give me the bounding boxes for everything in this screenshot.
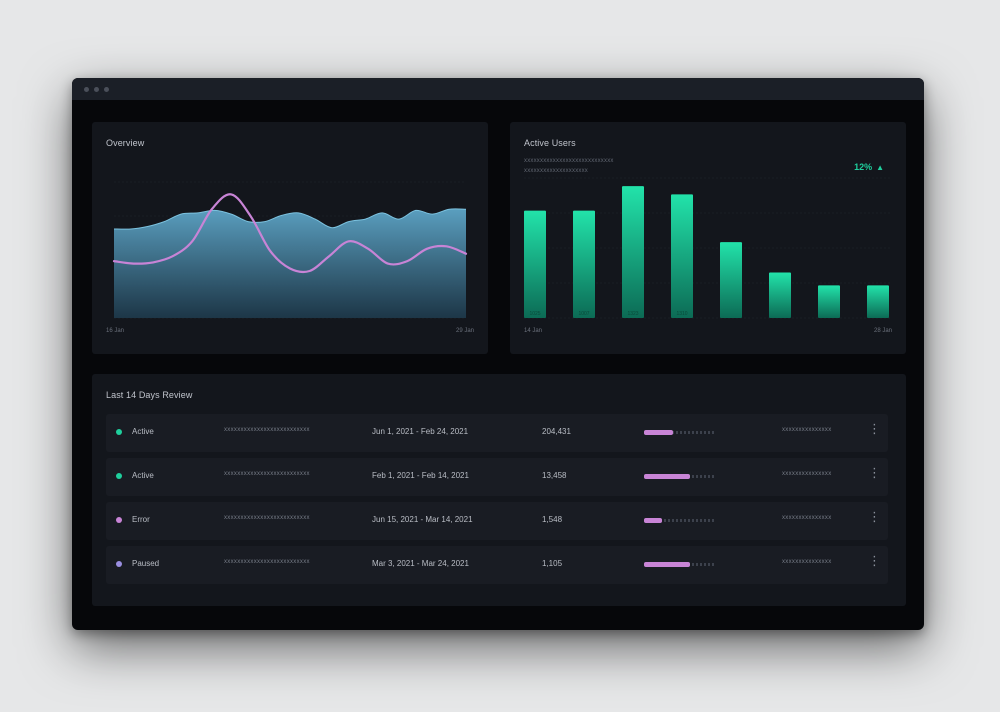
bar-label: 1323 bbox=[627, 311, 638, 317]
row-progress-track bbox=[644, 430, 714, 435]
bar bbox=[573, 210, 595, 318]
row-meta: xxxxxxxxxxxxxxx bbox=[782, 471, 832, 477]
bar bbox=[671, 194, 693, 318]
review-title: Last 14 Days Review bbox=[106, 390, 193, 400]
row-count: 1,548 bbox=[542, 515, 563, 524]
table-row[interactable]: Active xxxxxxxxxxxxxxxxxxxxxxxxxx Feb 1,… bbox=[106, 458, 888, 496]
more-options-icon[interactable]: ⋮ bbox=[868, 509, 881, 524]
overview-title: Overview bbox=[106, 138, 145, 148]
overview-x-end: 29 Jan bbox=[455, 328, 474, 334]
growth-value: 12% bbox=[854, 162, 873, 172]
row-name: xxxxxxxxxxxxxxxxxxxxxxxxxx bbox=[224, 427, 310, 433]
row-progress-track bbox=[644, 562, 714, 567]
row-status: Paused bbox=[132, 559, 160, 568]
app-window: Overview 16 Jan 29 Jan Active Users xxxx… bbox=[72, 78, 924, 630]
status-dot bbox=[116, 517, 122, 523]
bar bbox=[720, 242, 742, 318]
row-name: xxxxxxxxxxxxxxxxxxxxxxxxxx bbox=[224, 515, 310, 521]
window-control-dot[interactable] bbox=[104, 86, 109, 92]
row-name: xxxxxxxxxxxxxxxxxxxxxxxxxx bbox=[224, 471, 310, 477]
row-date-range: Jun 15, 2021 - Mar 14, 2021 bbox=[372, 515, 473, 524]
row-date-range: Feb 1, 2021 - Feb 14, 2021 bbox=[372, 471, 469, 480]
row-meta: xxxxxxxxxxxxxxx bbox=[782, 427, 832, 433]
title-bar bbox=[72, 78, 924, 100]
overview-card: Overview 16 Jan 29 Jan bbox=[92, 122, 488, 354]
bar-label: 1025 bbox=[529, 311, 540, 317]
table-row[interactable]: Paused xxxxxxxxxxxxxxxxxxxxxxxxxx Mar 3,… bbox=[106, 546, 888, 584]
more-options-icon[interactable]: ⋮ bbox=[868, 421, 881, 436]
window-control-dot[interactable] bbox=[94, 86, 99, 92]
row-date-range: Mar 3, 2021 - Mar 24, 2021 bbox=[372, 559, 469, 568]
row-status: Error bbox=[132, 515, 150, 524]
active-users-subtitle: xxxxxxxxxxxxxxxxxxxxxxxxxxxx bbox=[524, 158, 614, 164]
row-progress-fill bbox=[644, 518, 662, 523]
bar bbox=[867, 285, 889, 318]
row-date-range: Jun 1, 2021 - Feb 24, 2021 bbox=[372, 427, 469, 436]
bar bbox=[769, 272, 791, 318]
bar bbox=[818, 285, 840, 318]
row-progress-fill bbox=[644, 430, 674, 435]
row-status: Active bbox=[132, 471, 154, 480]
bar-label: 1007 bbox=[578, 311, 589, 317]
row-progress-fill bbox=[644, 474, 690, 479]
active-users-title: Active Users bbox=[524, 138, 576, 148]
active-users-chart: 1025 1007 1323 1310 bbox=[524, 177, 892, 319]
area-series-edge bbox=[113, 208, 467, 230]
window-control-dot[interactable] bbox=[84, 86, 89, 92]
overview-chart bbox=[112, 181, 468, 319]
table-row[interactable]: Active xxxxxxxxxxxxxxxxxxxxxxxxxx Jun 1,… bbox=[106, 414, 888, 452]
row-count: 1,105 bbox=[542, 559, 563, 568]
status-dot bbox=[116, 473, 122, 479]
bar-label: 1310 bbox=[676, 311, 687, 317]
status-dot bbox=[116, 561, 122, 567]
active-users-x-end: 28 Jan bbox=[873, 328, 892, 334]
row-progress-track bbox=[644, 474, 714, 479]
row-count: 13,458 bbox=[542, 471, 567, 480]
line-series bbox=[112, 193, 468, 274]
row-meta: xxxxxxxxxxxxxxx bbox=[782, 515, 832, 521]
bar bbox=[524, 210, 546, 318]
area-series bbox=[114, 208, 466, 318]
row-progress-fill bbox=[644, 562, 690, 567]
overview-x-start: 16 Jan bbox=[106, 328, 125, 334]
row-progress-track bbox=[644, 518, 714, 523]
row-name: xxxxxxxxxxxxxxxxxxxxxxxxxx bbox=[224, 559, 310, 565]
row-status: Active bbox=[132, 427, 154, 436]
more-options-icon[interactable]: ⋮ bbox=[868, 465, 881, 480]
row-count: 204,431 bbox=[542, 427, 571, 436]
bar bbox=[622, 186, 644, 318]
growth-badge: 12% ▲ bbox=[854, 162, 884, 172]
more-options-icon[interactable]: ⋮ bbox=[868, 553, 881, 568]
table-row[interactable]: Error xxxxxxxxxxxxxxxxxxxxxxxxxx Jun 15,… bbox=[106, 502, 888, 540]
active-users-x-start: 14 Jan bbox=[524, 328, 543, 334]
arrow-up-icon: ▲ bbox=[876, 162, 884, 172]
review-card: Last 14 Days Review Active xxxxxxxxxxxxx… bbox=[92, 374, 906, 606]
active-users-subtitle: xxxxxxxxxxxxxxxxxxxx bbox=[524, 168, 588, 174]
status-dot bbox=[116, 429, 122, 435]
active-users-card: Active Users xxxxxxxxxxxxxxxxxxxxxxxxxxx… bbox=[510, 122, 906, 354]
row-meta: xxxxxxxxxxxxxxx bbox=[782, 559, 832, 565]
